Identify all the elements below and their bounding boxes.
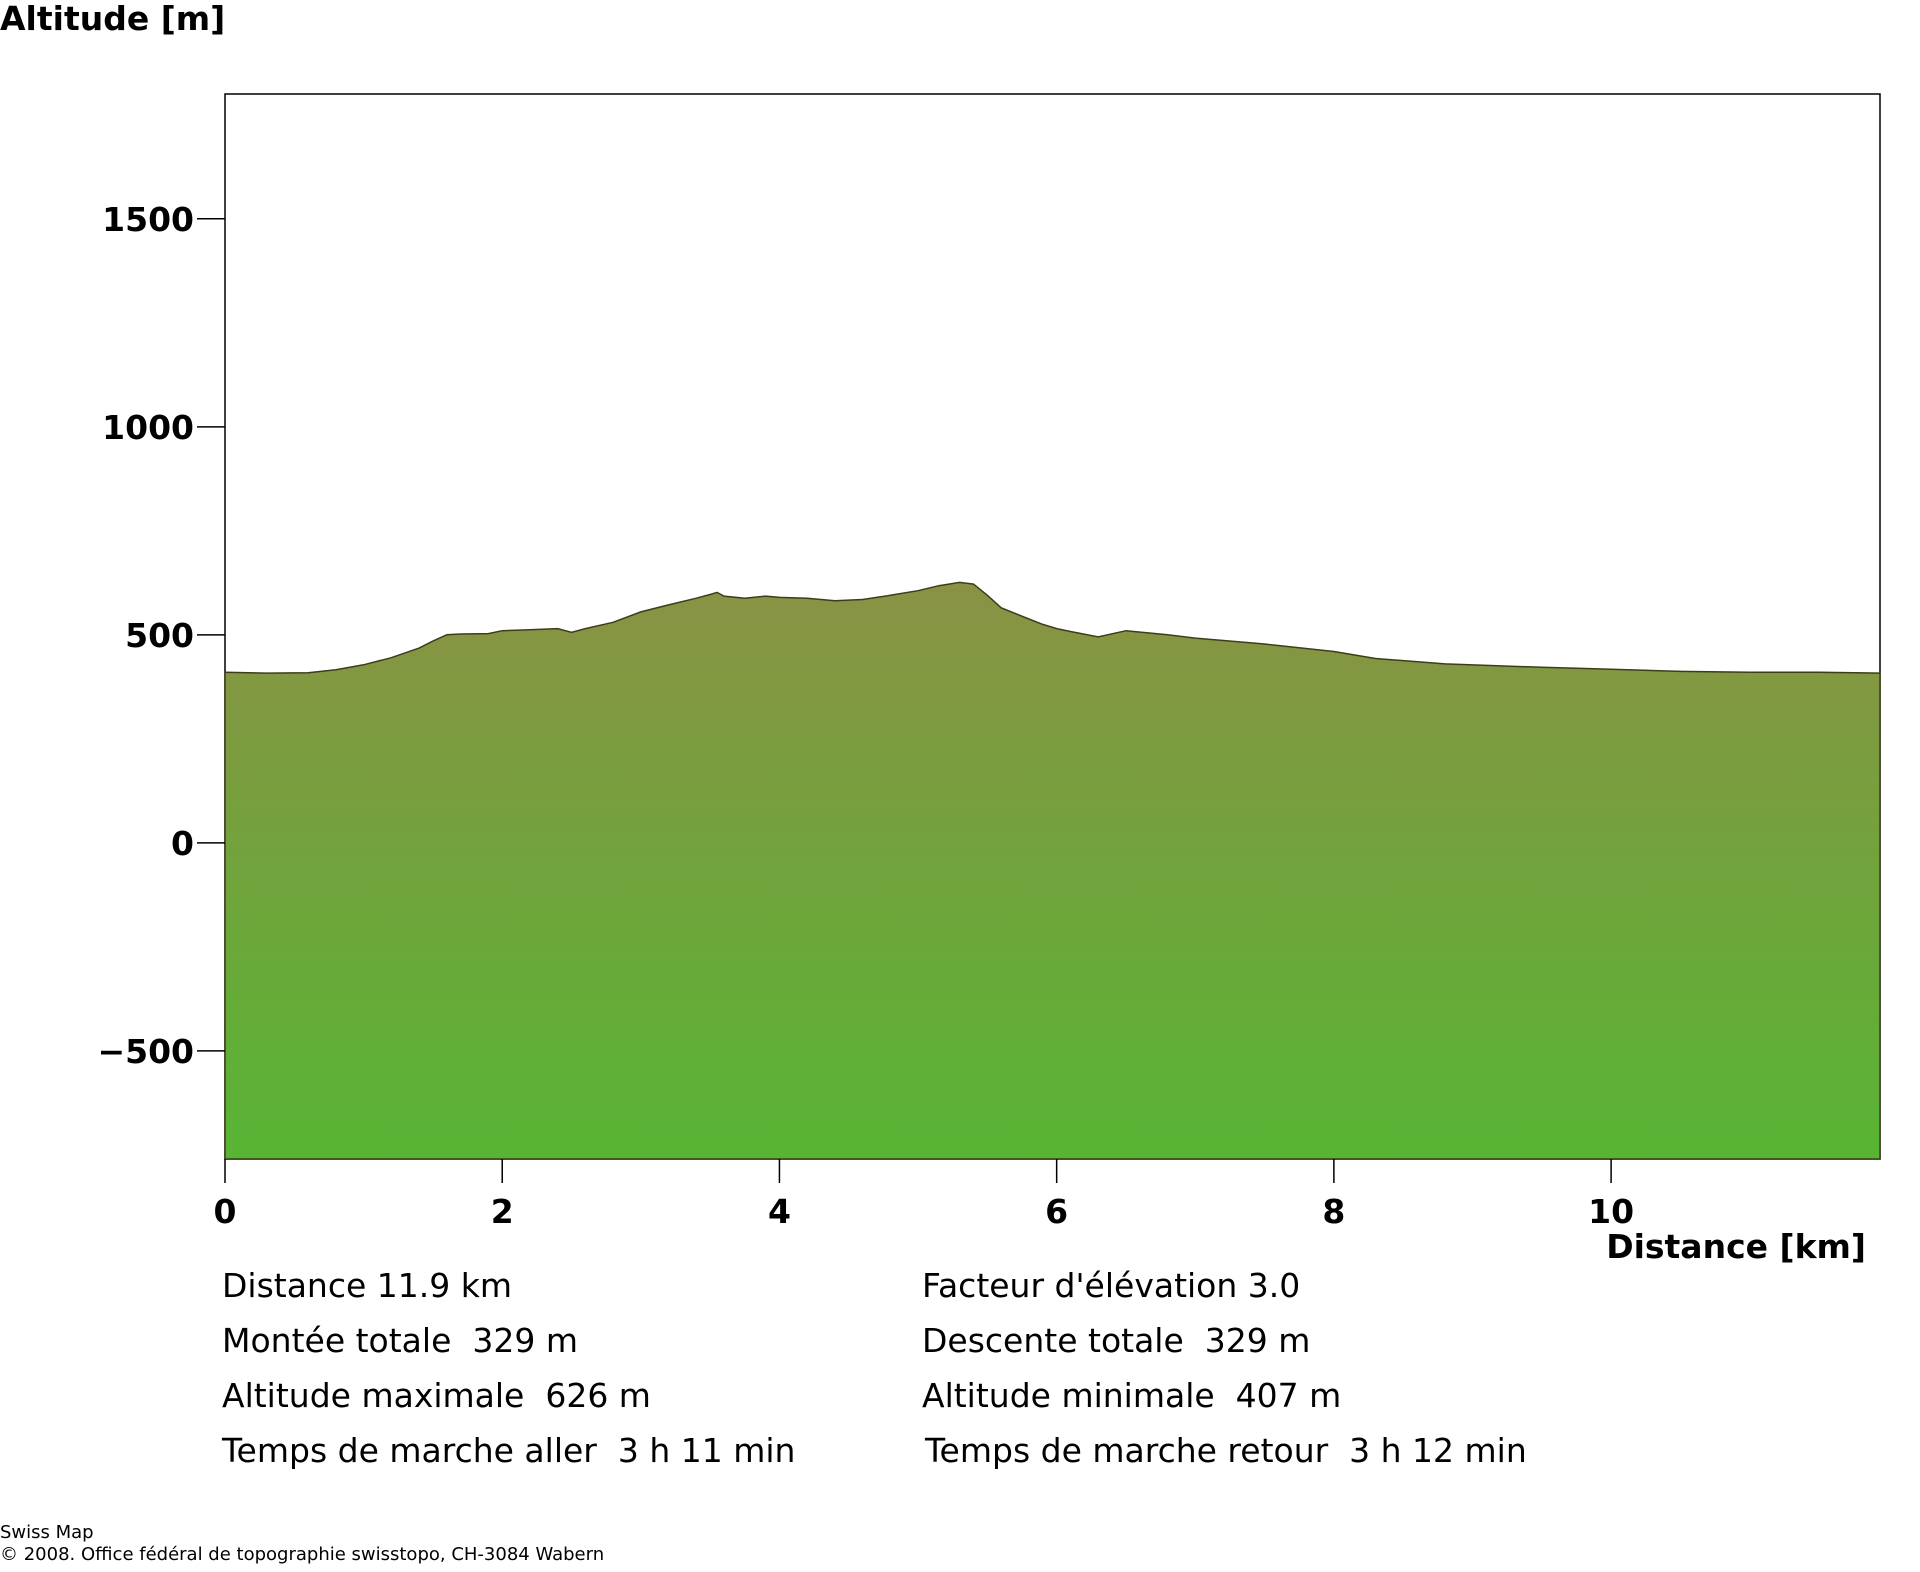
stat-walk-time-out: Temps de marche aller 3 h 11 min: [222, 1431, 796, 1470]
y-axis: −500 0 500 1000 1500: [97, 200, 225, 1071]
credit-copyright: © 2008. Office fédéral de topographie sw…: [0, 1544, 605, 1565]
stat-walk-time-back: Temps de marche retour 3 h 12 min: [925, 1431, 1527, 1470]
y-tick-label: −500: [97, 1032, 194, 1071]
x-tick-label: 6: [1045, 1192, 1068, 1231]
x-axis: 0 2 4 6 8 10: [214, 1159, 1634, 1231]
x-axis-label: Distance [km]: [1606, 1227, 1866, 1266]
y-tick-label: 1000: [102, 408, 194, 447]
x-tick-label: 0: [214, 1192, 237, 1231]
stat-elevation-factor: Facteur d'élévation 3.0: [922, 1266, 1301, 1305]
stat-distance: Distance 11.9 km: [222, 1266, 513, 1305]
elevation-area: [224, 581, 1881, 1160]
y-tick-label: 500: [125, 616, 194, 655]
x-tick-label: 2: [491, 1192, 514, 1231]
credit-swiss-map: Swiss Map: [0, 1522, 94, 1543]
stat-total-ascent: Montée totale 329 m: [222, 1321, 578, 1360]
stat-min-altitude: Altitude minimale 407 m: [922, 1376, 1342, 1415]
y-tick-label: 0: [171, 824, 194, 863]
stat-total-descent: Descente totale 329 m: [922, 1321, 1311, 1360]
x-tick-label: 8: [1322, 1192, 1345, 1231]
x-tick-label: 4: [768, 1192, 791, 1231]
x-tick-label: 10: [1588, 1192, 1634, 1231]
stat-max-altitude: Altitude maximale 626 m: [222, 1376, 651, 1415]
y-tick-label: 1500: [102, 200, 194, 239]
y-axis-label: Altitude [m]: [0, 0, 225, 38]
